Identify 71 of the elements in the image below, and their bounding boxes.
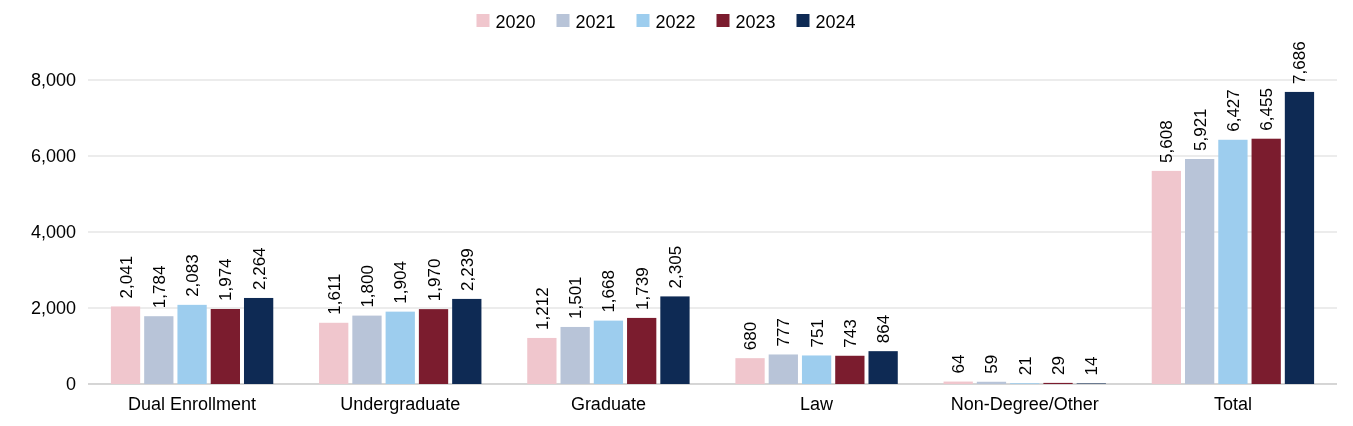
y-tick-label: 0 [65, 374, 76, 395]
legend-label: 2022 [655, 12, 696, 33]
data-label: 29 [1049, 355, 1069, 375]
legend-label: 2020 [495, 12, 536, 33]
x-tick-label: Dual Enrollment [128, 394, 257, 414]
data-label: 2,264 [249, 247, 269, 290]
bar [319, 322, 349, 384]
y-tick-label: 2,000 [30, 298, 76, 319]
data-label: 64 [949, 354, 969, 374]
bar [385, 311, 415, 384]
x-tick-label: Non-Degree/Other [950, 394, 1099, 414]
bar [452, 298, 482, 384]
y-tick-label: 6,000 [30, 146, 76, 167]
bar [1185, 159, 1215, 384]
data-label: 59 [982, 354, 1002, 374]
bar [1218, 139, 1248, 384]
bar [210, 308, 240, 384]
bar [352, 315, 382, 384]
data-label: 2,083 [183, 254, 203, 297]
bar [560, 326, 590, 384]
data-label: 1,668 [599, 270, 619, 313]
y-tick-label: 8,000 [30, 70, 76, 91]
bar [418, 309, 449, 384]
bar [768, 354, 798, 384]
data-label: 21 [1015, 356, 1035, 376]
data-label: 743 [840, 319, 860, 348]
bar [1284, 91, 1315, 384]
data-label: 5,608 [1157, 120, 1177, 163]
bar [868, 351, 898, 384]
bar [110, 306, 141, 384]
bar [177, 304, 207, 384]
data-label: 7,686 [1290, 41, 1310, 84]
bar [1251, 138, 1281, 384]
bar [527, 337, 557, 384]
bar [835, 355, 865, 384]
data-label: 1,904 [391, 261, 411, 304]
data-label: 2,041 [116, 255, 136, 299]
data-label: 1,800 [357, 265, 377, 308]
bar [735, 358, 765, 384]
data-label: 1,501 [566, 276, 586, 319]
bar [593, 320, 624, 384]
data-label: 680 [741, 321, 761, 351]
data-label: 6,455 [1257, 88, 1277, 131]
bar [144, 316, 174, 384]
x-tick-label: Total [1213, 394, 1252, 414]
data-label: 1,974 [216, 258, 236, 301]
x-tick-label: Law [800, 394, 835, 414]
data-label: 1,611 [324, 273, 344, 315]
data-label: 5,921 [1190, 108, 1210, 151]
data-label: 1,784 [149, 265, 169, 309]
data-label: 777 [774, 318, 794, 347]
bar [1151, 170, 1182, 384]
legend-label: 2023 [735, 12, 776, 33]
bar [660, 296, 690, 384]
data-label: 6,427 [1223, 89, 1243, 132]
legend-label: 2024 [815, 12, 856, 33]
data-label: 1,212 [532, 287, 552, 330]
data-label: 2,305 [665, 245, 685, 289]
bar [801, 355, 832, 384]
data-label: 751 [807, 319, 827, 348]
data-label: 2,239 [457, 248, 477, 291]
data-label: 1,739 [632, 267, 652, 310]
legend-label: 2021 [575, 12, 616, 33]
y-tick-label: 4,000 [30, 222, 76, 243]
x-tick-label: Graduate [570, 394, 646, 414]
data-label: 864 [874, 314, 894, 344]
x-tick-label: Undergraduate [340, 394, 461, 414]
data-label: 14 [1082, 356, 1102, 376]
data-label: 1,970 [424, 258, 444, 302]
bar [627, 317, 657, 384]
bar [243, 297, 274, 384]
